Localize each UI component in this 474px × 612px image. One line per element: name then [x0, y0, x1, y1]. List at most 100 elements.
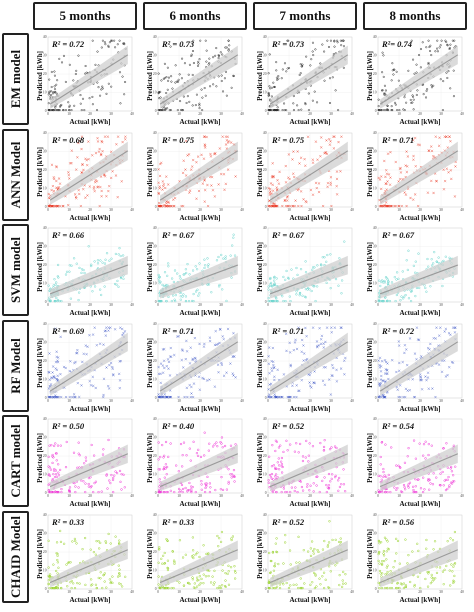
- data-point: [300, 338, 304, 342]
- data-point: [328, 143, 332, 146]
- data-point: [313, 285, 316, 288]
- data-point: [308, 288, 311, 291]
- r-squared-label: R² = 0.33: [161, 517, 195, 527]
- data-point: [162, 204, 165, 208]
- data-point: [302, 352, 306, 355]
- data-point: [203, 342, 206, 346]
- data-point: [174, 293, 177, 297]
- data-point: [383, 536, 387, 539]
- x-tick-label: 10: [177, 494, 181, 498]
- data-point: [222, 90, 225, 93]
- y-axis-title: Predicted [kWh]: [256, 51, 264, 101]
- data-point: [84, 456, 87, 459]
- data-point: [198, 107, 201, 110]
- data-point: [102, 343, 105, 346]
- data-point: [335, 184, 338, 188]
- data-point: [271, 346, 275, 350]
- data-point: [385, 538, 388, 541]
- data-point: [82, 168, 85, 172]
- data-point: [55, 186, 58, 189]
- confidence-band: [380, 255, 458, 299]
- data-point: [328, 520, 331, 523]
- data-point: [92, 490, 95, 494]
- data-point: [311, 581, 314, 584]
- x-tick-label: 30: [439, 494, 443, 498]
- data-point: [312, 54, 315, 57]
- data-point: [56, 275, 59, 278]
- data-point: [412, 158, 415, 161]
- data-point: [403, 295, 406, 298]
- data-point: [199, 582, 202, 585]
- data-point: [267, 395, 270, 398]
- data-point: [105, 326, 108, 329]
- data-point: [275, 395, 278, 399]
- y-tick-label: 0: [265, 300, 267, 304]
- data-point: [195, 451, 199, 455]
- data-point: [311, 445, 315, 448]
- confidence-band: [270, 332, 348, 396]
- data-point: [81, 163, 84, 166]
- data-point: [123, 486, 126, 489]
- data-point: [418, 286, 421, 290]
- x-tick-label: 10: [287, 303, 291, 307]
- data-point: [192, 382, 196, 385]
- data-point: [74, 72, 77, 76]
- confidence-band: [160, 255, 238, 299]
- x-tick-label: 30: [329, 494, 333, 498]
- data-point: [385, 558, 388, 561]
- data-point: [285, 70, 288, 73]
- data-point: [386, 490, 389, 494]
- data-point: [314, 573, 317, 576]
- x-tick-label: 0: [267, 399, 269, 403]
- confidence-band: [270, 255, 348, 299]
- data-point: [68, 369, 71, 373]
- data-point: [169, 489, 172, 492]
- data-point: [285, 490, 289, 494]
- data-point: [174, 64, 177, 67]
- data-point: [198, 104, 201, 107]
- data-point: [325, 281, 328, 284]
- data-point: [55, 355, 58, 359]
- data-point: [73, 586, 77, 590]
- data-point: [218, 283, 221, 287]
- data-point: [181, 349, 184, 352]
- data-point: [311, 326, 315, 329]
- data-point: [53, 85, 56, 88]
- data-point: [117, 372, 121, 376]
- x-axis-title: Actual [kWh]: [69, 118, 110, 126]
- data-point: [339, 367, 343, 370]
- data-point: [192, 39, 195, 42]
- x-tick-label: 30: [219, 208, 223, 212]
- data-point: [405, 150, 408, 153]
- data-point: [327, 45, 330, 48]
- data-point: [214, 488, 217, 492]
- data-point: [303, 582, 306, 585]
- data-point: [306, 286, 310, 290]
- data-point: [289, 443, 292, 446]
- data-point: [419, 378, 422, 382]
- data-point: [319, 62, 322, 65]
- y-tick-label: 10: [263, 91, 267, 95]
- data-point: [172, 586, 175, 590]
- data-point: [271, 183, 274, 187]
- data-point: [398, 109, 401, 112]
- data-point: [51, 395, 55, 399]
- data-point: [444, 375, 448, 378]
- data-point: [302, 548, 305, 552]
- data-point: [267, 91, 270, 95]
- data-point: [342, 66, 345, 69]
- data-point: [449, 43, 452, 46]
- x-axis-title: Actual [kWh]: [179, 500, 220, 508]
- data-point: [56, 204, 59, 208]
- data-point: [427, 61, 430, 64]
- data-point: [275, 440, 279, 443]
- data-point: [386, 152, 390, 156]
- data-point: [331, 76, 334, 79]
- confidence-band: [50, 540, 128, 588]
- data-point: [444, 488, 448, 492]
- data-point: [185, 350, 189, 353]
- data-point: [391, 109, 394, 112]
- data-point: [86, 194, 89, 197]
